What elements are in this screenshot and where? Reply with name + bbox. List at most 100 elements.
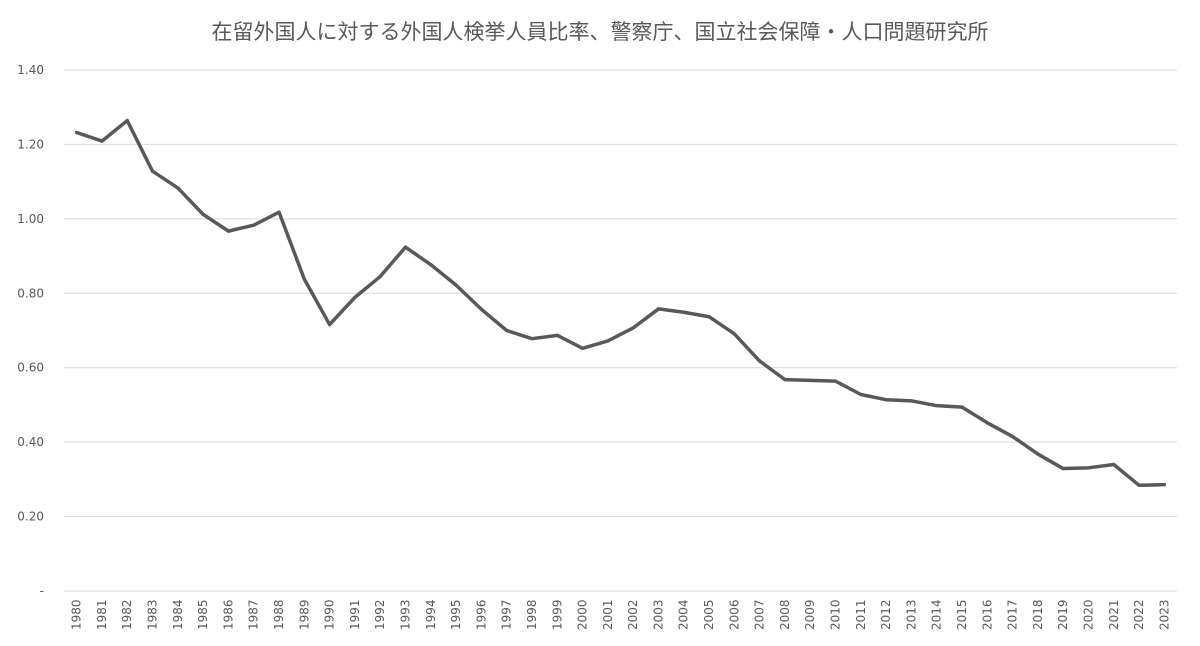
data-point [555, 333, 559, 337]
data-point [985, 421, 989, 425]
y-tick-label: 0.40 [17, 435, 44, 449]
y-tick-label: 1.20 [17, 137, 44, 151]
data-point [1162, 482, 1166, 487]
data-point [479, 307, 483, 311]
data-point [1137, 483, 1141, 487]
data-point [302, 277, 306, 281]
data-point [100, 139, 104, 143]
x-tick-label: 2023 [1157, 599, 1171, 630]
x-tick-label: 1999 [550, 599, 564, 630]
x-tick-label: 2015 [955, 599, 969, 630]
x-tick-label: 2020 [1081, 599, 1095, 630]
y-tick-label: 1.00 [17, 212, 44, 226]
x-tick-label: 2006 [727, 599, 741, 630]
data-point [859, 392, 863, 397]
data-point [580, 346, 585, 350]
data-point [732, 332, 736, 336]
x-tick-label: 1994 [424, 599, 438, 630]
series-layer [74, 118, 1167, 488]
x-tick-label: 2008 [778, 599, 792, 630]
x-tick-label: 2021 [1107, 599, 1121, 630]
x-axis-ticks: 1980 1981 1982 1983 1984 1985 1986 1987 1988 1989… [70, 599, 1172, 630]
data-point [783, 378, 787, 382]
data-point [909, 399, 913, 403]
data-point [176, 186, 180, 190]
gridlines [64, 69, 1177, 592]
data-point [530, 337, 534, 341]
x-tick-label: 2007 [753, 599, 767, 630]
data-point [606, 339, 610, 343]
x-tick-label: 2005 [702, 599, 716, 630]
x-tick-label: 1990 [323, 599, 337, 630]
x-tick-label: 2014 [930, 599, 944, 630]
data-point [656, 307, 661, 311]
data-point [125, 119, 129, 123]
x-tick-label: 2019 [1056, 599, 1070, 630]
x-tick-label: 1983 [146, 599, 160, 630]
x-tick-label: 1980 [70, 599, 84, 630]
data-point [505, 328, 509, 333]
data-point [960, 405, 964, 409]
data-point [150, 169, 155, 173]
x-tick-label: 2011 [854, 599, 868, 630]
data-point [252, 223, 256, 227]
data-point [226, 229, 231, 233]
x-tick-label: 1997 [500, 599, 514, 630]
x-tick-label: 1996 [474, 599, 488, 630]
data-point [454, 283, 458, 287]
chart-title: 在留外国人に対する外国人検挙人員比率、警察庁、国立社会保障・人口問題研究所 [211, 20, 989, 44]
x-tick-label: 2016 [980, 599, 994, 630]
x-tick-label: 2000 [576, 599, 590, 630]
data-point [201, 212, 205, 216]
y-tick-label: 0.80 [17, 286, 44, 300]
data-point [328, 322, 332, 327]
x-tick-label: 1991 [348, 599, 362, 630]
x-tick-label: 2018 [1031, 599, 1045, 630]
data-point [403, 245, 408, 249]
series-line-0 [74, 118, 1167, 488]
data-point [682, 310, 686, 314]
data-point [758, 359, 762, 363]
data-point [631, 326, 635, 330]
x-tick-label: 2009 [803, 599, 817, 630]
x-tick-label: 2001 [601, 599, 615, 630]
x-tick-label: 2022 [1132, 599, 1146, 630]
x-tick-label: 1992 [373, 599, 387, 630]
x-tick-label: 2013 [904, 599, 918, 630]
x-tick-label: 1985 [196, 599, 210, 630]
data-point [707, 315, 711, 319]
x-tick-label: 1998 [525, 599, 539, 630]
y-tick-label: 0.20 [17, 510, 44, 524]
x-tick-label: 2002 [626, 599, 640, 630]
x-tick-label: 1987 [247, 599, 261, 630]
y-tick-label: 0.60 [17, 361, 44, 375]
data-point [833, 379, 838, 383]
x-tick-label: 2004 [677, 599, 691, 630]
y-tick-label: - [40, 584, 44, 598]
y-axis-ticks: - 0.20 0.40 0.60 0.80 1.00 1.20 1.40 [17, 63, 44, 598]
x-tick-label: 2003 [651, 599, 665, 630]
data-point [1010, 434, 1015, 439]
data-point [884, 398, 888, 402]
x-tick-label: 2012 [879, 599, 893, 630]
x-tick-label: 1993 [398, 599, 412, 630]
data-point [353, 295, 357, 299]
data-point [75, 130, 79, 135]
y-tick-label: 1.40 [17, 63, 44, 77]
data-point [378, 274, 382, 279]
data-point [1036, 452, 1040, 456]
x-tick-label: 1995 [449, 599, 463, 630]
x-tick-label: 2010 [829, 599, 843, 630]
data-point [429, 263, 433, 267]
x-tick-label: 1988 [272, 599, 286, 630]
data-point [808, 378, 812, 382]
x-tick-label: 2017 [1006, 599, 1020, 630]
x-tick-label: 1989 [297, 599, 311, 630]
data-point [1061, 466, 1065, 471]
x-tick-label: 1986 [221, 599, 235, 630]
data-point [1112, 462, 1116, 467]
x-tick-label: 1981 [95, 599, 109, 630]
data-point [277, 210, 281, 214]
